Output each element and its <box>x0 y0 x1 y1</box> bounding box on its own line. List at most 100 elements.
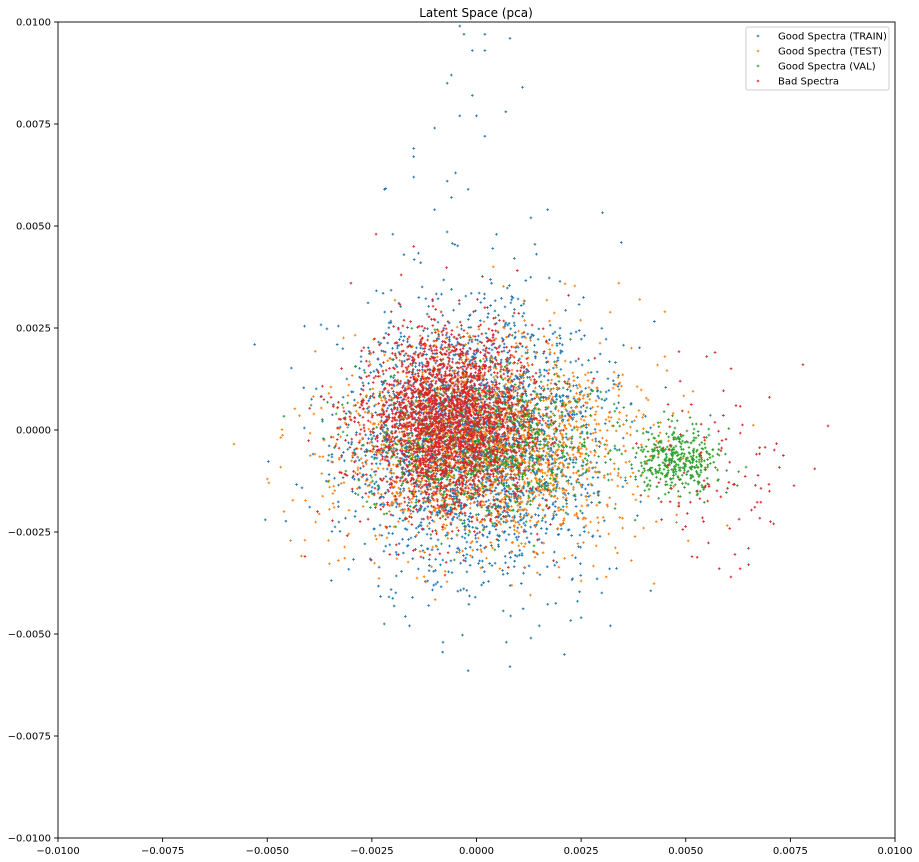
scatter-point <box>480 583 483 587</box>
scatter-point <box>390 503 394 507</box>
scatter-point <box>552 399 555 403</box>
scatter-point <box>412 470 415 473</box>
scatter-point <box>567 528 571 531</box>
scatter-point <box>551 501 555 505</box>
scatter-point <box>372 434 376 438</box>
scatter-point <box>537 375 541 379</box>
scatter-point <box>502 342 506 346</box>
scatter-point <box>464 559 467 563</box>
scatter-point <box>413 381 416 384</box>
scatter-point <box>364 460 367 464</box>
scatter-point <box>479 381 483 385</box>
scatter-point <box>600 591 604 595</box>
scatter-point <box>520 518 524 522</box>
scatter-point <box>369 433 373 436</box>
scatter-point <box>289 366 293 370</box>
scatter-point <box>436 297 440 301</box>
scatter-point <box>539 415 543 419</box>
scatter-point <box>468 563 472 567</box>
scatter-point <box>550 392 553 396</box>
scatter-point <box>514 331 517 334</box>
scatter-point <box>434 569 437 572</box>
scatter-point <box>541 429 545 432</box>
scatter-point <box>345 377 349 381</box>
scatter-point <box>376 488 380 492</box>
scatter-point <box>571 418 574 421</box>
scatter-point <box>537 537 541 541</box>
scatter-point <box>546 419 550 423</box>
scatter-point <box>570 428 574 432</box>
scatter-point <box>363 542 367 546</box>
scatter-point <box>470 486 474 489</box>
scatter-point <box>518 357 521 361</box>
scatter-point <box>484 331 488 335</box>
scatter-point <box>506 323 510 327</box>
scatter-point <box>439 585 443 589</box>
scatter-point <box>548 338 551 342</box>
scatter-point <box>550 462 554 466</box>
scatter-point <box>504 538 508 542</box>
scatter-point <box>574 505 578 508</box>
scatter-point <box>402 384 405 387</box>
scatter-point <box>447 509 450 513</box>
scatter-point <box>494 446 498 449</box>
scatter-point <box>325 327 329 331</box>
scatter-point <box>515 554 519 558</box>
scatter-point <box>463 514 467 517</box>
scatter-point <box>430 461 434 465</box>
scatter-point <box>329 579 333 582</box>
scatter-point <box>589 407 592 410</box>
scatter-point <box>428 461 431 464</box>
scatter-point <box>549 449 553 452</box>
scatter-point <box>528 336 532 340</box>
scatter-point <box>360 387 363 391</box>
scatter-point <box>449 559 453 563</box>
scatter-point <box>431 588 434 592</box>
scatter-point <box>451 242 454 245</box>
scatter-point <box>525 394 528 397</box>
scatter-point <box>472 416 475 420</box>
scatter-point <box>326 459 330 462</box>
scatter-point <box>464 294 468 298</box>
scatter-point <box>395 422 399 426</box>
scatter-point <box>543 439 547 443</box>
scatter-point <box>567 479 570 482</box>
scatter-point <box>347 441 350 445</box>
scatter-point <box>528 383 531 386</box>
scatter-point <box>421 501 425 505</box>
scatter-point <box>451 357 454 361</box>
scatter-point <box>354 509 357 513</box>
scatter-point <box>614 361 617 364</box>
scatter-point <box>391 347 394 350</box>
scatter-point <box>391 532 394 535</box>
scatter-point <box>483 297 486 300</box>
scatter-point <box>545 527 548 531</box>
scatter-point <box>511 296 515 300</box>
scatter-point <box>533 438 537 441</box>
scatter-point <box>477 495 480 498</box>
scatter-point <box>624 479 627 482</box>
scatter-point <box>397 343 401 347</box>
scatter-point <box>513 395 516 399</box>
scatter-point <box>553 563 557 567</box>
scatter-point <box>538 392 542 396</box>
scatter-point <box>541 496 545 500</box>
scatter-point <box>474 496 478 500</box>
scatter-point <box>368 397 372 400</box>
scatter-point <box>499 360 503 364</box>
scatter-point <box>436 548 440 551</box>
scatter-point <box>419 492 423 496</box>
scatter-point <box>515 536 518 539</box>
scatter-point <box>394 363 398 367</box>
scatter-point <box>377 584 380 588</box>
scatter-point <box>551 450 555 454</box>
scatter-point <box>426 334 430 338</box>
scatter-point <box>559 336 562 340</box>
scatter-point <box>392 376 395 379</box>
scatter-point <box>467 341 470 345</box>
scatter-point <box>420 411 423 415</box>
scatter-point <box>564 475 568 478</box>
scatter-point <box>586 491 589 495</box>
scatter-point <box>520 582 523 585</box>
scatter-point <box>382 496 385 499</box>
